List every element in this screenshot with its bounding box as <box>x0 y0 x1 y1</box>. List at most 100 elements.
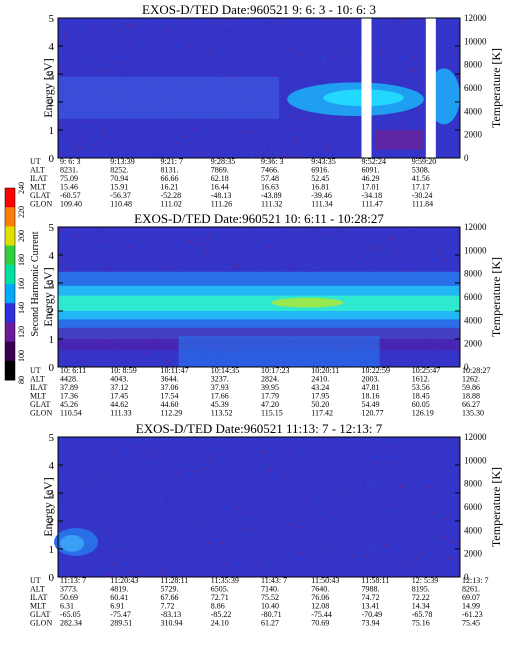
noise-speck <box>302 72 305 74</box>
table-row-label: ALT <box>30 166 45 175</box>
noise-speck <box>370 246 373 248</box>
table-cell: -43.89 <box>261 191 282 200</box>
table-cell: 9:52:24 <box>362 157 386 166</box>
noise-speck <box>297 117 299 119</box>
noise-speck <box>388 446 390 448</box>
noise-speck <box>419 48 421 50</box>
noise-speck <box>373 486 376 488</box>
noise-speck <box>112 452 115 454</box>
noise-speck <box>93 234 95 237</box>
table-cell: 2410. <box>311 375 329 384</box>
noise-speck <box>353 571 355 573</box>
colorbar-segment <box>5 226 15 247</box>
table-cell: 9:28:35 <box>211 157 235 166</box>
y2-tick-label: 8000 <box>464 269 483 279</box>
table-cell: 14.34 <box>412 602 430 611</box>
table-cell: 12:13: 7 <box>462 576 488 585</box>
noise-speck <box>216 118 218 120</box>
noise-speck <box>101 550 104 552</box>
noise-speck <box>264 483 267 486</box>
noise-speck <box>247 130 250 132</box>
table-cell: -52.28 <box>161 191 182 200</box>
noise-speck <box>361 522 363 524</box>
noise-speck <box>59 229 62 231</box>
noise-speck <box>299 552 302 554</box>
table-cell: 9:21: 7 <box>161 157 183 166</box>
colorbar-tick-label: 120 <box>17 326 26 338</box>
noise-speck <box>161 267 164 269</box>
noise-speck <box>327 148 329 150</box>
noise-speck <box>280 238 282 240</box>
noise-speck <box>207 507 209 510</box>
noise-speck <box>96 142 98 144</box>
y-tick-label: 5 <box>49 222 55 234</box>
noise-speck <box>124 23 126 25</box>
noise-speck <box>404 50 406 53</box>
noise-speck <box>338 116 340 118</box>
noise-speck <box>134 513 136 515</box>
table-cell: 75.52 <box>261 593 279 602</box>
noise-speck <box>211 460 214 462</box>
noise-speck <box>312 564 314 566</box>
noise-speck <box>119 523 122 525</box>
noise-speck <box>111 563 114 565</box>
table-cell: 5308. <box>412 166 430 175</box>
noise-speck <box>303 503 305 505</box>
noise-speck <box>94 558 97 560</box>
table-cell: 289.51 <box>110 619 132 628</box>
table-cell: 7.72 <box>161 602 175 611</box>
table-cell: 3773. <box>60 585 78 594</box>
noise-speck <box>174 122 177 124</box>
table-cell: 10:17:23 <box>261 366 289 375</box>
table-cell: 18.88 <box>462 392 480 401</box>
data-gap <box>425 18 436 158</box>
noise-speck <box>393 503 396 505</box>
table-cell: -70.49 <box>362 610 383 619</box>
table-cell: 310.94 <box>161 619 183 628</box>
table-cell: 46.29 <box>362 174 380 183</box>
noise-speck <box>175 473 178 475</box>
table-cell: 73.94 <box>362 619 380 628</box>
noise-speck <box>445 259 448 261</box>
noise-speck <box>322 520 325 523</box>
table-cell: 6916. <box>311 166 329 175</box>
noise-speck <box>271 75 273 77</box>
table-cell: 11:20:43 <box>110 576 138 585</box>
table-cell: 15.46 <box>60 183 78 192</box>
noise-speck <box>277 126 279 128</box>
noise-speck <box>249 258 251 260</box>
table-cell: 7869. <box>211 166 229 175</box>
noise-speck <box>269 468 271 470</box>
noise-speck <box>404 236 407 238</box>
noise-speck <box>70 76 73 78</box>
noise-speck <box>307 452 309 454</box>
noise-speck <box>151 509 153 511</box>
noise-speck <box>375 553 378 555</box>
table-cell: -39.46 <box>311 191 332 200</box>
noise-speck <box>453 508 456 510</box>
table-cell: -80.71 <box>261 610 282 619</box>
table-cell: 62.18 <box>211 174 229 183</box>
table-cell: 61.27 <box>261 619 279 628</box>
y-axis-label: Energy [eV] <box>41 58 55 117</box>
noise-speck <box>343 467 346 469</box>
noise-speck <box>372 248 375 250</box>
noise-speck <box>187 66 189 68</box>
noise-speck <box>403 233 406 235</box>
noise-speck <box>437 48 440 50</box>
table-row-label: GLON <box>30 619 52 628</box>
noise-speck <box>382 556 384 558</box>
noise-speck <box>236 460 239 462</box>
noise-speck <box>346 58 349 60</box>
table-cell: 70.94 <box>110 174 128 183</box>
noise-speck <box>90 244 92 246</box>
noise-speck <box>206 503 208 505</box>
noise-speck <box>332 124 335 126</box>
noise-speck <box>409 568 411 570</box>
noise-speck <box>296 130 298 132</box>
noise-speck <box>446 575 449 577</box>
noise-speck <box>114 565 117 567</box>
table-cell: 117.42 <box>311 409 333 418</box>
noise-speck <box>323 127 325 130</box>
